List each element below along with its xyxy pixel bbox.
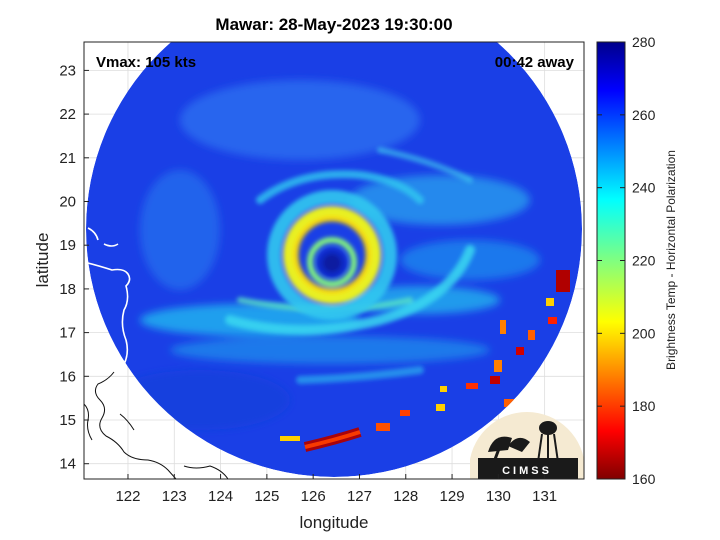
y-tick-label: 23 — [59, 62, 76, 79]
x-tick-label: 123 — [162, 488, 187, 505]
y-tick-label: 19 — [59, 237, 76, 254]
x-tick-label: 128 — [393, 488, 418, 505]
x-tick-label: 126 — [301, 488, 326, 505]
x-tick-label: 127 — [347, 488, 372, 505]
vmax-label: Vmax: 105 kts — [96, 54, 196, 71]
x-tick-label: 125 — [254, 488, 279, 505]
y-tick-label: 15 — [59, 412, 76, 429]
x-tick-label: 122 — [115, 488, 140, 505]
x-axis-label: longitude — [299, 513, 368, 532]
y-axis: 14 15 16 17 18 19 20 21 22 23 — [59, 62, 89, 473]
y-tick-label: 18 — [59, 281, 76, 298]
brightness-temp-swath — [86, 42, 582, 477]
colorbar-tick-label: 220 — [632, 253, 656, 269]
colorbar-tick-label: 160 — [632, 471, 656, 487]
colorbar-label: Brightness Temp - Horizontal Polarizatio… — [664, 150, 678, 370]
axes-frame — [83, 41, 585, 480]
plot-title: Mawar: 28-May-2023 19:30:00 — [215, 15, 452, 34]
x-tick-label: 124 — [208, 488, 233, 505]
colorbar-tick-label: 200 — [632, 325, 656, 341]
y-tick-label: 20 — [59, 194, 76, 211]
colorbar-ticks: 160 180 200 220 240 260 280 — [597, 34, 656, 487]
colorbar-tick-label: 260 — [632, 107, 656, 123]
y-tick-label: 16 — [59, 368, 76, 385]
y-axis-label: latitude — [33, 233, 52, 288]
colorbar-tick-label: 180 — [632, 398, 656, 414]
cimss-logo-text: CIMSS — [502, 465, 552, 477]
time-away-label: 00:42 away — [495, 54, 575, 71]
coastline — [84, 227, 131, 373]
y-tick-label: 22 — [59, 106, 76, 123]
cimss-logo: CIMSS — [470, 412, 584, 479]
colorbar-tick-label: 240 — [632, 180, 656, 196]
x-tick-label: 130 — [486, 488, 511, 505]
colorbar-tick-label: 280 — [632, 34, 656, 50]
x-axis: 122 123 124 125 126 127 128 129 130 131 — [115, 474, 557, 505]
y-tick-label: 21 — [59, 150, 76, 167]
x-tick-label: 131 — [532, 488, 557, 505]
y-tick-label: 14 — [59, 456, 76, 473]
x-tick-label: 129 — [440, 488, 465, 505]
y-tick-label: 17 — [59, 325, 76, 342]
colorbar: 160 180 200 220 240 260 280 Brightness Temp - … — [596, 34, 678, 487]
